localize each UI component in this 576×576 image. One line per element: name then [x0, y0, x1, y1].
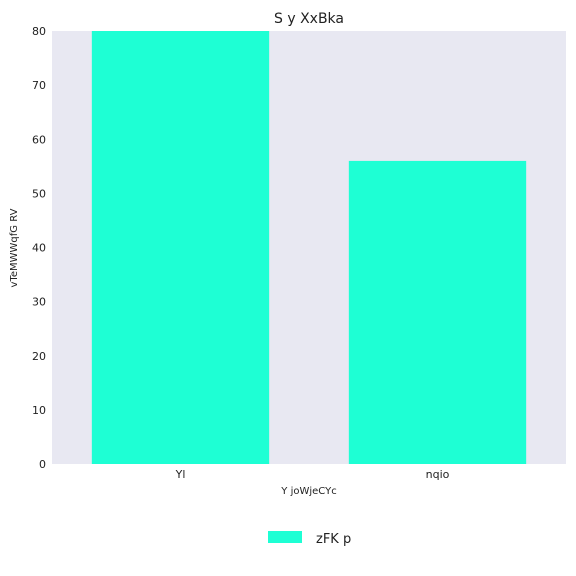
y-tick-label: 10 — [32, 404, 46, 417]
y-tick-label: 0 — [39, 458, 46, 471]
y-tick-label: 30 — [32, 296, 46, 309]
y-tick-label: 60 — [32, 133, 46, 146]
chart-title: S y XxBka — [274, 11, 344, 27]
y-tick-label: 70 — [32, 79, 46, 92]
x-tick-label: Yl — [175, 468, 186, 481]
y-tick-label: 80 — [32, 25, 46, 38]
y-tick-labels: 0 10 20 30 40 50 60 70 80 — [32, 25, 46, 471]
y-axis-title: vTeMWWqfG RV — [9, 208, 20, 287]
y-tick-label: 50 — [32, 187, 46, 200]
y-tick-label: 40 — [32, 242, 46, 255]
x-tick-label: nqio — [426, 468, 450, 481]
y-tick-label: 20 — [32, 350, 46, 363]
legend-swatch — [268, 531, 302, 543]
bar — [348, 160, 527, 464]
legend-label: zFK p — [316, 532, 351, 547]
bars-group — [91, 31, 527, 464]
legend: zFK p — [268, 531, 351, 547]
bar — [91, 31, 270, 464]
x-tick-labels: Yl nqio — [175, 468, 450, 481]
x-axis-title: Y joWjeCYc — [280, 486, 336, 497]
